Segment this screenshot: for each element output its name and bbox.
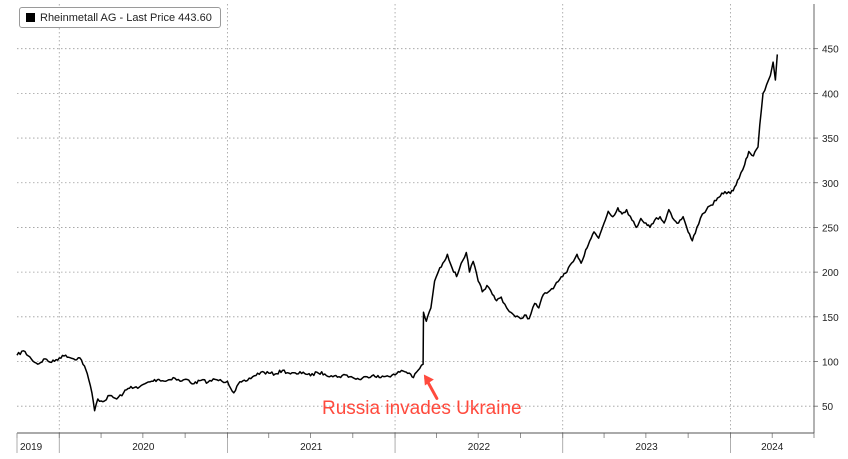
price-line	[16, 54, 779, 412]
legend-swatch	[26, 13, 35, 22]
axes: 50 100 150 200 250 300 350 400 450 2019 2020 2021 20…	[16, 4, 839, 453]
legend-label: Rheinmetall AG - Last Price 443.60	[40, 11, 212, 24]
x-tick-label: 2020	[132, 442, 155, 453]
y-tick-label: 250	[822, 223, 839, 234]
gridlines	[17, 4, 814, 433]
x-tick-label: 2024	[761, 442, 784, 453]
annotation-label: Russia invades Ukraine	[322, 398, 522, 419]
x-tick-label: 2022	[468, 442, 491, 453]
y-tick-label: 300	[822, 179, 839, 190]
y-tick-label: 450	[822, 45, 839, 56]
x-tick-label: 2019	[20, 442, 43, 453]
annotation-arrow-head	[423, 374, 434, 386]
y-tick-label: 350	[822, 134, 839, 145]
x-tick-label: 2021	[300, 442, 323, 453]
y-tick-label: 200	[822, 268, 839, 279]
y-tick-label: 400	[822, 89, 839, 100]
y-tick-label: 100	[822, 358, 839, 369]
annotation-arrow-layer	[423, 374, 439, 400]
series-layer	[16, 54, 779, 412]
y-tick-label: 50	[822, 402, 834, 413]
chart-legend: Rheinmetall AG - Last Price 443.60	[19, 7, 221, 28]
y-tick-label: 150	[822, 313, 839, 324]
x-tick-label: 2023	[635, 442, 658, 453]
